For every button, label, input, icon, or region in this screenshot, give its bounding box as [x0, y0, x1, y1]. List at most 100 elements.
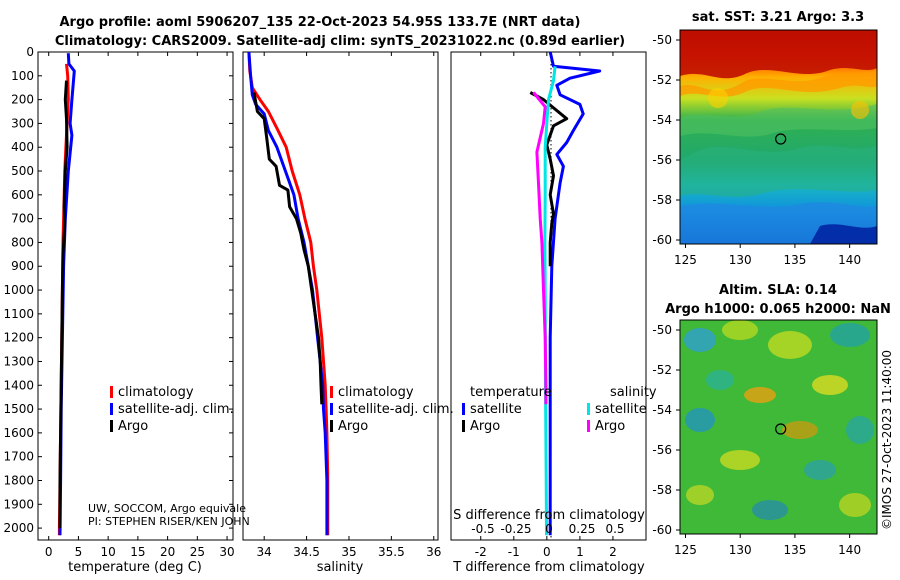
- sal-legend-argo-swatch: [330, 420, 333, 432]
- sst-argo-location-marker: [775, 133, 787, 145]
- sst-ytick-label: -60: [652, 233, 672, 247]
- salinity-xlabel: salinity: [317, 560, 364, 575]
- sst-ytick-label: -56: [652, 153, 672, 167]
- salinity-series-satellite-adj-clim-: [247, 51, 329, 536]
- depth-tick-label: 1100: [3, 307, 34, 321]
- temperature-xtick-label: 10: [101, 545, 116, 559]
- sla-ytick-label: -58: [652, 483, 672, 497]
- sal-legend-climatology-swatch: [330, 386, 333, 398]
- sla-map-frame: [679, 319, 878, 535]
- depth-tick-label: 1500: [3, 402, 34, 416]
- sla-xtick-label: 125: [674, 543, 697, 557]
- figure-title-line2: Climatology: CARS2009. Satellite-adj cli…: [55, 34, 625, 49]
- depth-tick-label: 700: [11, 212, 34, 226]
- temperature-xtick-label: 25: [190, 545, 205, 559]
- temperature-xlabel: temperature (deg C): [68, 560, 202, 575]
- sst-ytick-label: -52: [652, 73, 672, 87]
- diff-legend-t-satellite: satellite: [470, 402, 522, 417]
- t-difference-xlabel: T difference from climatology: [452, 560, 645, 575]
- salinity-panel: 34 34.5 35 35.5 36 salinity climatology sate…: [242, 51, 454, 575]
- temp-legend-climatology: climatology: [118, 385, 194, 400]
- diff-legend-s-satellite-swatch: [587, 403, 590, 415]
- temp-legend-climatology-swatch: [110, 386, 113, 398]
- temp-legend-argo-swatch: [110, 420, 113, 432]
- difference-xtick-label: 0: [543, 545, 551, 559]
- salinity-xtick-label: 35: [341, 545, 356, 559]
- temp-legend-satellite-swatch: [110, 403, 113, 415]
- s-tick-label-3: 0: [545, 522, 553, 536]
- sla-argo-location-marker: [775, 423, 787, 435]
- depth-tick-label: 1800: [3, 473, 34, 487]
- depth-tick-label: 500: [11, 164, 34, 178]
- imos-credit: ©IMOS 27-Oct-2023 11:40:00: [880, 350, 894, 530]
- sla-map-title-line1: Altim. SLA: 0.14: [719, 283, 837, 298]
- difference-xtick-label: 2: [609, 545, 617, 559]
- depth-tick-label: 200: [11, 93, 34, 107]
- depth-tick-label: 1400: [3, 378, 34, 392]
- sla-ytick-label: -52: [652, 363, 672, 377]
- sla-xtick-label: 140: [838, 543, 861, 557]
- temperature-series-argo: [58, 80, 69, 529]
- credit-line2: PI: STEPHEN RISER/KEN JOHN: [88, 515, 250, 528]
- salinity-xtick-label: 34.5: [293, 545, 320, 559]
- difference-series-s-satellite: [543, 66, 557, 536]
- depth-tick-label: 800: [11, 235, 34, 249]
- depth-tick-label: 2000: [3, 521, 34, 535]
- temperature-xtick-label: 30: [219, 545, 234, 559]
- salinity-xtick-label: 35.5: [378, 545, 405, 559]
- depth-tick-label: 300: [11, 116, 34, 130]
- sal-legend-argo: Argo: [338, 419, 368, 434]
- sla-xtick-label: 135: [783, 543, 806, 557]
- sst-ytick-label: -58: [652, 193, 672, 207]
- depth-tick-label: 400: [11, 140, 34, 154]
- diff-legend-s-satellite: satellite: [595, 402, 647, 417]
- depth-tick-label: 1000: [3, 283, 34, 297]
- sla-heatmap: [680, 320, 877, 534]
- depth-tick-label: 900: [11, 259, 34, 273]
- sla-xtick-label: 130: [729, 543, 752, 557]
- salinity-plot-frame: [242, 51, 439, 541]
- temperature-panel: 0100200300400500600700800900100011001200…: [3, 45, 249, 575]
- salinity-series-climatology: [247, 51, 330, 536]
- difference-xtick-label: -2: [475, 545, 487, 559]
- sla-ytick-label: -56: [652, 443, 672, 457]
- credit-line1: UW, SOCCOM, Argo equivale: [88, 502, 246, 515]
- sst-xtick-label: 135: [783, 253, 806, 267]
- difference-panel: -2 -1 0 1 2 T difference from climatology S …: [450, 51, 657, 575]
- sst-xtick-label: 125: [674, 253, 697, 267]
- diff-legend-t-argo-swatch: [462, 420, 465, 432]
- diff-legend-temperature-heading: temperature: [470, 385, 552, 400]
- difference-xtick-label: -1: [508, 545, 520, 559]
- sla-ytick-label: -54: [652, 403, 672, 417]
- temperature-xtick-label: 0: [45, 545, 53, 559]
- diff-legend-t-satellite-swatch: [462, 403, 465, 415]
- diff-legend-s-argo: Argo: [595, 419, 625, 434]
- sst-ytick-label: -50: [652, 33, 672, 47]
- sla-ytick-label: -50: [652, 323, 672, 337]
- difference-series-t-argo: [529, 91, 569, 267]
- figure-title-line1: Argo profile: aoml 5906207_135 22-Oct-20…: [60, 15, 581, 30]
- s-tick-label-2: -0.25: [500, 522, 531, 536]
- temperature-xtick-label: 15: [130, 545, 145, 559]
- sla-ytick-label: -60: [652, 523, 672, 537]
- sst-xtick-label: 130: [729, 253, 752, 267]
- diff-legend-t-argo: Argo: [470, 419, 500, 434]
- sst-map-title: sat. SST: 3.21 Argo: 3.3: [692, 10, 864, 25]
- salinity-xtick-label: 34: [257, 545, 272, 559]
- depth-tick-label: 1200: [3, 331, 34, 345]
- depth-tick-label: 1600: [3, 426, 34, 440]
- sla-map-panel: Altim. SLA: 0.14 Argo h1000: 0.065 h2000…: [652, 283, 890, 557]
- depth-tick-label: 1300: [3, 354, 34, 368]
- salinity-series-argo: [252, 92, 324, 405]
- sla-map-title-line2: Argo h1000: 0.065 h2000: NaN: [665, 302, 891, 317]
- difference-series-s-argo: [532, 91, 548, 405]
- temp-legend-argo: Argo: [118, 419, 148, 434]
- s-difference-xlabel: S difference from climatology: [453, 508, 645, 523]
- sst-heatmap: [680, 30, 877, 244]
- temperature-plot-frame: [37, 51, 234, 541]
- sst-map-panel: sat. SST: 3.21 Argo: 3.3 125 130 135 140 -50…: [652, 10, 878, 267]
- temp-legend-satellite: satellite-adj. clim.: [118, 402, 234, 417]
- sst-ytick-label: -54: [652, 113, 672, 127]
- difference-plot-frame: [450, 51, 647, 541]
- depth-tick-label: 100: [11, 69, 34, 83]
